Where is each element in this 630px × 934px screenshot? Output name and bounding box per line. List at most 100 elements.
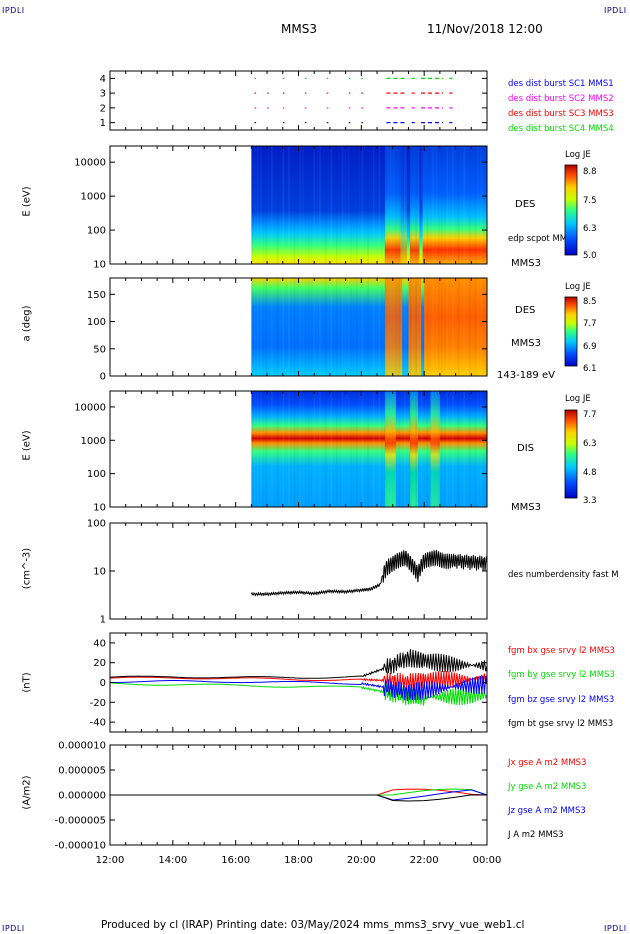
spectrogram-streak — [348, 391, 350, 507]
y-tick-label-5-3: 20 — [93, 658, 106, 669]
spectrogram-streak — [401, 278, 403, 376]
spectrogram-streak — [472, 391, 474, 507]
spectrogram-band-1 — [384, 146, 401, 264]
label-energy-range: 143-189 eV — [497, 370, 555, 381]
spectrogram-streak — [297, 146, 299, 264]
spectrogram-streak — [276, 278, 279, 376]
y-tick-label-5-1: -20 — [90, 698, 106, 709]
spectrogram-streak — [367, 146, 369, 264]
label-des-pa: DES — [515, 305, 536, 316]
spectrogram-streak — [350, 278, 352, 376]
spectrogram-band-2 — [384, 278, 403, 376]
spectrogram-streak — [480, 146, 482, 264]
series-line-6-3 — [110, 794, 488, 802]
bottom-right-logo: IPDLI — [604, 924, 627, 933]
spectrogram-streak — [409, 146, 412, 264]
spectrogram-streak — [398, 391, 401, 507]
cbar-tick-dis-0: 7.7 — [583, 410, 597, 420]
spectrogram-streak — [268, 391, 270, 507]
legend-burst-sc3: des dist burst SC3 MMS3 — [508, 109, 614, 119]
spectrogram-streak — [333, 146, 335, 264]
x-tick-label-0: 12:00 — [96, 855, 125, 866]
spectrogram-streak — [336, 278, 338, 376]
spectrogram-streak — [378, 391, 381, 507]
y-tick-label-2-3: 150 — [87, 290, 106, 301]
spectrogram-streak — [372, 391, 375, 507]
spectrogram-streak — [426, 391, 429, 507]
spectrogram-streak — [398, 146, 401, 264]
spectrogram-streak — [430, 391, 432, 507]
spectrogram-streak — [421, 391, 423, 507]
x-tick-label-6: 00:00 — [473, 855, 502, 866]
series-line-5-2 — [110, 675, 488, 701]
spectrogram-streak — [424, 391, 426, 507]
spectrogram-streak — [324, 391, 327, 507]
spectrogram-streak — [260, 146, 262, 264]
y-tick-label-5-0: -40 — [90, 718, 106, 729]
spectrogram-streak — [452, 278, 454, 376]
spectrogram-streak — [466, 278, 468, 376]
spectrogram-streak — [432, 278, 434, 376]
spectrogram-streak — [254, 146, 256, 264]
spectrogram-streak — [311, 391, 313, 507]
spectrogram-streak — [387, 391, 389, 507]
legend-bz: fgm bz gse srvy l2 MMS3 — [508, 695, 615, 705]
y-tick-label-3-2: 1000 — [81, 436, 106, 447]
spectrogram-streak — [313, 391, 316, 507]
spectrogram-streak — [333, 391, 335, 507]
spectrogram-streak — [276, 146, 279, 264]
spectrogram-streak — [268, 146, 270, 264]
spectrogram-streak — [271, 391, 273, 507]
legend-jx: Jx gse A m2 MMS3 — [508, 758, 587, 768]
y-tick-label-0-2: 3 — [100, 89, 106, 100]
spectrogram-streak — [359, 146, 361, 264]
spectrogram-streak — [364, 278, 366, 376]
colorbar-1 — [564, 164, 578, 256]
spectrogram-streak — [472, 146, 474, 264]
y-tick-label-6-4: 0.000010 — [58, 741, 106, 752]
spectrogram-streak — [355, 391, 358, 507]
spectrogram-streak — [396, 146, 398, 264]
spectrogram-streak — [282, 146, 285, 264]
spectrogram-streak — [330, 278, 333, 376]
cbar-title-pa: Log JE — [565, 282, 591, 292]
spectrogram-streak — [393, 391, 395, 507]
y-tick-label-6-1: -0.000005 — [55, 816, 106, 827]
spectrogram-streak — [274, 278, 276, 376]
spectrogram-streak — [426, 146, 429, 264]
spectrogram-streak — [480, 391, 482, 507]
top-left-logo: IPDLI — [2, 6, 25, 15]
y-tick-label-6-3: 0.000005 — [58, 766, 106, 777]
spectrogram-streak — [271, 146, 273, 264]
y-tick-label-4-1: 10 — [93, 567, 106, 578]
spectrogram-streak — [478, 278, 480, 376]
spectrogram-streak — [446, 391, 449, 507]
spectrogram-streak — [319, 391, 321, 507]
spectrogram-streak — [336, 391, 338, 507]
spectrogram-streak — [457, 278, 460, 376]
spectrogram-streak — [452, 146, 454, 264]
spectrogram-streak — [282, 278, 285, 376]
series-line-5-3 — [109, 649, 488, 679]
spectrogram-streak — [461, 278, 463, 376]
spectrogram-streak — [449, 391, 451, 507]
spectrogram-streak — [276, 391, 279, 507]
footer-credit: Produced by cl (IRAP) Printing date: 03/… — [101, 919, 525, 931]
spectrogram-streak — [302, 278, 304, 376]
spectrogram-streak — [404, 391, 406, 507]
x-tick-label-3: 18:00 — [284, 855, 313, 866]
spectrogram-streak — [474, 278, 477, 376]
spectrogram-streak — [393, 146, 395, 264]
spectrogram-streak — [381, 391, 383, 507]
x-tick-label-2: 16:00 — [221, 855, 250, 866]
spectrogram-streak — [446, 278, 449, 376]
spectrogram-streak — [288, 391, 290, 507]
legend-by: fgm by gse srvy l2 MMS3 — [508, 670, 615, 680]
spectrogram-streak — [285, 146, 287, 264]
y-tick-label-4-0: 1 — [100, 615, 106, 626]
spectrogram-streak — [378, 146, 381, 264]
panel-frame-4 — [109, 522, 488, 620]
cbar-tick-des-3: 5.0 — [583, 251, 597, 261]
cbar-tick-des-0: 8.8 — [583, 167, 597, 177]
spectrogram-streak — [322, 278, 324, 376]
